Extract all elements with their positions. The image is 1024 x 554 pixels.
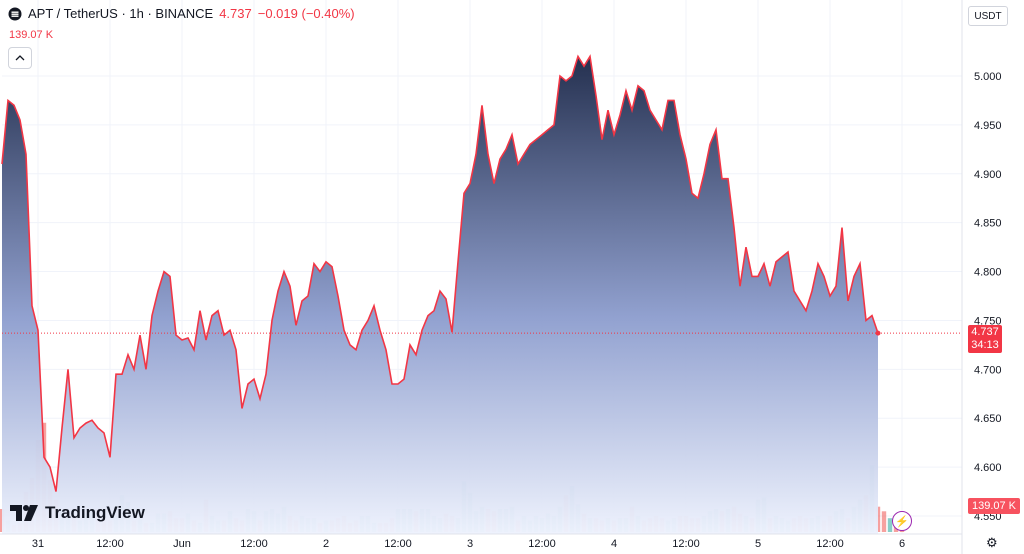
collapse-legend-button[interactable] [8, 47, 32, 69]
x-tick-label: Jun [173, 538, 191, 550]
time-axis[interactable]: 31 12:00 Jun 12:00 2 12:00 3 12:00 4 12:00 5 12:00 6 [0, 533, 962, 550]
y-tick-label: 4.600 [974, 462, 1002, 474]
chevron-up-icon [15, 55, 25, 61]
last-price-badge-value: 4.737 [971, 326, 999, 338]
lightning-icon[interactable]: ⚡ [892, 511, 912, 531]
y-tick-label: 5.000 [974, 71, 1002, 83]
tradingview-logo-icon [10, 505, 38, 521]
price-area-fill [2, 56, 878, 535]
y-tick-label: 4.750 [974, 315, 1002, 327]
x-tick-label: 4 [611, 538, 617, 550]
apt-coin-icon [8, 7, 22, 20]
volume-badge: 139.07 K [968, 498, 1020, 514]
symbol-legend: APT / TetherUS · 1h · BINANCE 4.737 −0.0… [8, 6, 355, 21]
x-tick-label: 5 [755, 538, 761, 550]
x-tick-label: 31 [32, 538, 44, 550]
x-tick-label: 12:00 [384, 538, 412, 550]
y-tick-label: 4.800 [974, 267, 1002, 279]
volume-bar [887, 518, 893, 532]
price-line [1, 54, 879, 492]
x-tick-label: 12:00 [528, 538, 556, 550]
last-price-value: 4.737 [219, 6, 252, 21]
x-tick-label: 2 [323, 538, 329, 550]
last-price-dot [875, 330, 881, 336]
tradingview-logo[interactable]: TradingView [10, 503, 145, 523]
price-change: −0.019 (−0.40%) [257, 6, 355, 21]
x-tick-label: 12:00 [96, 538, 124, 550]
currency-button[interactable]: USDT [968, 6, 1008, 26]
x-tick-label: 12:00 [672, 538, 700, 550]
x-tick-label: 12:00 [240, 538, 268, 550]
y-tick-label: 4.550 [974, 511, 1002, 523]
price-axis[interactable]: 4.550 4.600 4.650 4.700 4.750 4.800 4.850 4.900… [961, 0, 1002, 554]
y-tick-label: 4.900 [974, 169, 1002, 181]
y-tick-label: 4.950 [974, 120, 1002, 132]
y-tick-label: 4.700 [974, 364, 1002, 376]
symbol-title[interactable]: APT / TetherUS · 1h · BINANCE [28, 6, 214, 21]
volume-bar [881, 511, 887, 532]
gear-icon[interactable]: ⚙ [986, 535, 998, 550]
brand-name: TradingView [45, 503, 145, 522]
y-tick-label: 4.650 [974, 413, 1002, 425]
x-tick-label: 3 [467, 538, 473, 550]
volume-legend-value: 139.07 K [9, 29, 54, 41]
last-price-badge: 4.737 34:13 [968, 325, 1002, 353]
y-tick-label: 4.850 [974, 218, 1002, 230]
bar-countdown: 34:13 [971, 339, 999, 351]
x-tick-label: 12:00 [816, 538, 844, 550]
x-tick-label: 6 [899, 538, 905, 550]
